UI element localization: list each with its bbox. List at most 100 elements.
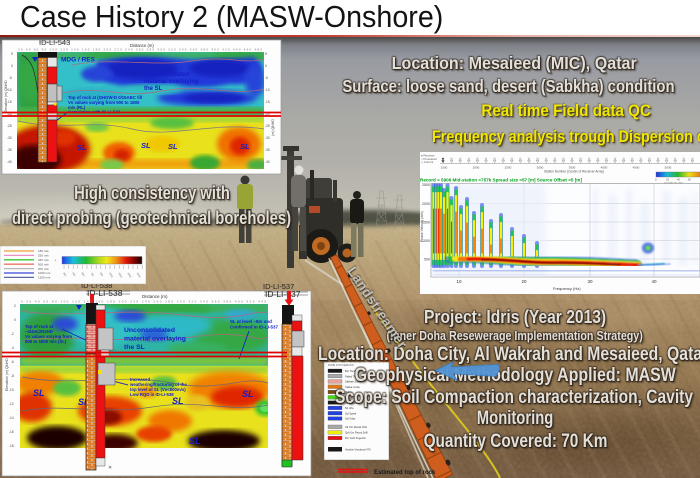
svg-text:SL: SL (189, 436, 201, 446)
svg-text:5: 5 (265, 52, 267, 56)
svg-text:Distance (m): Distance (m) (130, 43, 154, 48)
svg-text:0: 0 (655, 178, 657, 182)
svg-text:Top of rock at: Top of rock at (25, 324, 54, 329)
svg-text:3500: 3500 (569, 166, 576, 170)
svg-text:Estimated top of rock: Estimated top of rock (374, 470, 436, 476)
svg-text:SL: SL (168, 142, 178, 151)
svg-text:Voctbar Vsaubna H7G: Voctbar Vsaubna H7G (345, 448, 371, 452)
svg-text:0: 0 (11, 64, 13, 68)
svg-text:-8: -8 (11, 374, 14, 378)
svg-text:-25: -25 (265, 124, 270, 128)
svg-text:2: 2 (14, 304, 16, 308)
svg-text:Unconsolidated: Unconsolidated (124, 327, 175, 334)
svg-text:ID-LI-538: ID-LI-538 (87, 288, 123, 298)
svg-text:-40: -40 (7, 160, 12, 164)
svg-text:ID-LI-538: ID-LI-538 (81, 281, 112, 290)
svg-text:SL: SL (78, 397, 90, 407)
svg-text:-20: -20 (7, 112, 12, 116)
svg-text:2500: 2500 (422, 183, 430, 187)
svg-text:500: 500 (424, 258, 430, 262)
svg-text:Rvr Gvfc Ksguchc: Rvr Gvfc Ksguchc (345, 436, 366, 440)
svg-text:-16: -16 (9, 430, 14, 434)
svg-text:1500: 1500 (136, 272, 142, 279)
svg-text:m/s (RL): m/s (RL) (68, 105, 86, 110)
svg-text:-30: -30 (7, 136, 12, 140)
svg-text:Qvli Um Rscvp 5nB: Qvli Um Rscvp 5nB (345, 431, 368, 435)
svg-text:Sit Calcarual: Sit Calcarual (345, 401, 360, 405)
svg-text:Syl Urlay: Syl Urlay (345, 417, 356, 421)
svg-text:ID-LI-543: ID-LI-543 (39, 38, 70, 47)
svg-text:345 m/s: 345 m/s (38, 258, 49, 262)
svg-text:MDG / RES: MDG / RES (61, 57, 96, 64)
svg-text:180 m/s: 180 m/s (38, 249, 49, 253)
svg-text:Elevation (m) QNHD: Elevation (m) QNHD (5, 358, 9, 391)
svg-text:Syl Speat: Syl Speat (345, 411, 356, 415)
svg-text:2000: 2000 (473, 166, 480, 170)
svg-text:SL at level ~8m and: SL at level ~8m and (230, 319, 272, 324)
svg-text:-6: -6 (11, 360, 14, 364)
svg-text:1200 m/s: 1200 m/s (38, 276, 51, 280)
svg-text:Low RQD in ID-LI-538: Low RQD in ID-LI-538 (130, 392, 174, 397)
svg-text:1200: 1200 (117, 272, 123, 279)
svg-text:weathering/fracturing of the: weathering/fracturing of the (129, 382, 187, 387)
svg-text:Sit Urla: Sit Urla (345, 406, 354, 410)
svg-text:-2: -2 (11, 332, 14, 336)
svg-text:SL: SL (172, 396, 184, 406)
svg-text:Distance (m): Distance (m) (142, 294, 168, 299)
svg-text:material overlaying: material overlaying (124, 336, 186, 343)
svg-text:ZONE 27OI VERLOOI: ZONE 27OI VERLOOI (328, 363, 354, 367)
svg-text:Top of rock at (GHGW-D 0/15ABC: Top of rock at (GHGW-D 0/15ABC fill (68, 95, 142, 100)
svg-text:Elevation (m) QNHD: Elevation (m) QNHD (4, 80, 8, 113)
svg-text:4500: 4500 (633, 166, 640, 170)
svg-text:3000: 3000 (537, 166, 544, 170)
svg-text:20: 20 (521, 279, 527, 284)
svg-text:30: 30 (587, 279, 593, 284)
svg-text:Record = 5906 Mid-station =75: Record = 5906 Mid-station =757k Spread s… (420, 178, 582, 183)
svg-text:0: 0 (14, 318, 16, 322)
svg-text:◇ Current: ◇ Current (421, 160, 433, 164)
svg-text:ID-LI-537: ID-LI-537 (263, 282, 294, 291)
svg-text:0: 0 (265, 64, 267, 68)
svg-text:✕: ✕ (108, 465, 112, 471)
svg-text:Failed Tub: Failed Tub (345, 374, 358, 378)
svg-text:-15: -15 (7, 100, 12, 104)
svg-text:900 to 1800 m/s (SL): 900 to 1800 m/s (SL) (25, 339, 67, 344)
svg-text:-4: -4 (11, 346, 14, 350)
svg-text:SL: SL (33, 388, 45, 398)
svg-text:Uk Om Rscak 7HG: Uk Om Rscak 7HG (345, 425, 367, 429)
svg-text:the SL: the SL (124, 344, 145, 351)
svg-text:5000: 5000 (665, 166, 672, 170)
svg-text:~4/4m(2N2HD: ~4/4m(2N2HD (25, 329, 53, 334)
svg-text:40: 40 (651, 279, 657, 284)
svg-text:the SL: the SL (144, 86, 163, 92)
svg-text:Amplitude (%): Amplitude (%) (664, 181, 683, 185)
svg-text:5: 5 (11, 52, 13, 56)
svg-text:Confirmed in ID-LI-537: Confirmed in ID-LI-537 (230, 325, 279, 330)
svg-text:1000: 1000 (422, 239, 430, 243)
svg-text:1500: 1500 (422, 221, 430, 225)
svg-text:-25: -25 (7, 124, 12, 128)
svg-text:-30: -30 (265, 136, 270, 140)
svg-text:-10: -10 (265, 88, 270, 92)
svg-text:750: 750 (90, 272, 95, 278)
svg-text:40: 40 (677, 178, 680, 182)
svg-text:-35: -35 (7, 148, 12, 152)
svg-text:-18: -18 (9, 444, 14, 448)
svg-text:Sabkah Soaia: Sabkah Soaia (345, 380, 362, 384)
svg-text:Bor Tocal: Bor Tocal (345, 369, 356, 373)
svg-text:1000 m/s: 1000 m/s (38, 271, 51, 275)
svg-text:-10: -10 (9, 388, 14, 392)
svg-text:1350: 1350 (127, 272, 133, 279)
svg-text:Unconsolidated: Unconsolidated (144, 72, 189, 78)
svg-text:Sit Lanusl: Sit Lanusl (345, 396, 357, 400)
svg-text:870 m/s: 870 m/s (38, 267, 49, 271)
svg-text:SL: SL (141, 141, 151, 150)
svg-text:material overlaying: material overlaying (144, 79, 199, 85)
svg-text:20 40 60 80 100 120 140 160 18: 20 40 60 80 100 120 140 160 180 200 220 … (18, 48, 262, 52)
svg-text:250 m/s: 250 m/s (38, 254, 49, 258)
svg-text:2500: 2500 (505, 166, 512, 170)
svg-text:Station Number (Center of Rece: Station Number (Center of Receiver Array… (544, 170, 604, 174)
svg-text:Maf g: Maf g (345, 390, 352, 394)
svg-text:2000: 2000 (422, 202, 430, 206)
svg-text:-14: -14 (9, 416, 14, 420)
